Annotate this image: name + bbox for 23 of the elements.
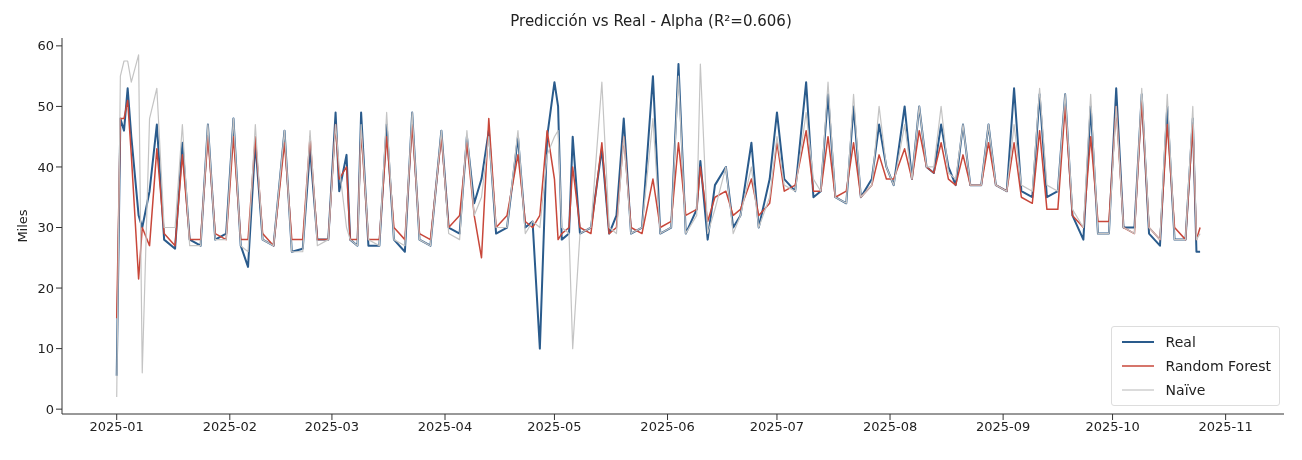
y-tick-label: 0 (45, 401, 54, 417)
y-tick-label: 50 (37, 99, 54, 115)
x-tick-label: 2025-09 (975, 419, 1031, 435)
x-tick-label: 2025-07 (749, 419, 805, 435)
y-tick-label: 40 (37, 159, 54, 175)
legend-label: Real (1165, 334, 1196, 350)
y-tick-label: 20 (37, 280, 54, 296)
x-tick-label: 2025-08 (862, 419, 918, 435)
x-tick-label: 2025-06 (640, 419, 695, 435)
chart-title: Predicción vs Real - Alpha (R²=0.606) (509, 11, 793, 32)
x-tick-label: 2025-01 (89, 419, 144, 435)
x-tick-label: 2025-11 (1198, 419, 1253, 435)
y-tick-label: 60 (37, 38, 54, 54)
y-axis-title: Miles (14, 209, 30, 243)
x-tick-label: 2025-03 (304, 419, 360, 435)
x-tick-label: 2025-10 (1085, 419, 1140, 435)
y-tick-label: 30 (37, 220, 54, 236)
legend-label: Naïve (1165, 382, 1206, 398)
y-tick-label: 10 (37, 341, 54, 357)
x-tick-label: 2025-05 (527, 419, 582, 435)
legend-label: Random Forest (1165, 358, 1271, 374)
x-tick-label: 2025-02 (202, 419, 257, 435)
x-tick-label: 2025-04 (417, 419, 473, 435)
